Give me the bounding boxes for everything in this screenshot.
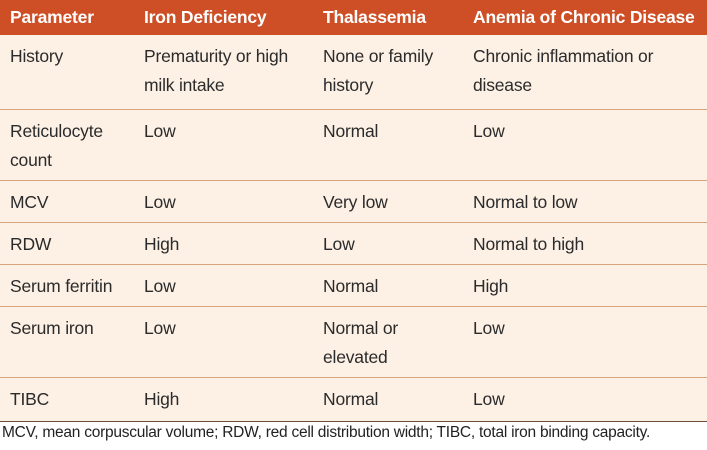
- table-cell: MCV: [0, 180, 134, 223]
- table-cell: High: [463, 264, 707, 307]
- table-cell: Low: [134, 306, 313, 378]
- table-cell: Low: [134, 109, 313, 181]
- table-cell: Normal: [313, 377, 463, 422]
- table-cell: Serum ferritin: [0, 264, 134, 307]
- table-cell: Normal to high: [463, 222, 707, 265]
- table-row: Serum ferritin Low Normal High: [0, 264, 707, 307]
- table-row: RDW High Low Normal to high: [0, 222, 707, 265]
- table-cell: Normal: [313, 109, 463, 181]
- table-cell: Chronic inflammation or disease: [463, 35, 707, 110]
- table-cell: Normal: [313, 264, 463, 307]
- table-cell: Serum iron: [0, 306, 134, 378]
- table-row: History Prematurity or high milk intake …: [0, 35, 707, 110]
- table-row: Reticulocyte count Low Normal Low: [0, 109, 707, 181]
- table-cell: TIBC: [0, 377, 134, 422]
- table-footnote: MCV, mean corpuscular volume; RDW, red c…: [2, 424, 651, 441]
- table-cell: RDW: [0, 222, 134, 265]
- table-cell: Low: [313, 222, 463, 265]
- header-iron-deficiency: Iron Deficiency: [144, 7, 267, 27]
- table-cell: History: [0, 35, 134, 110]
- table-cell: Low: [463, 109, 707, 181]
- table-cell: None or family history: [313, 35, 463, 110]
- anemia-comparison-table: Parameter Iron Deficiency Thalassemia An…: [0, 0, 707, 422]
- table-row: TIBC High Normal Low: [0, 377, 707, 422]
- table-row: Serum iron Low Normal or elevated Low: [0, 306, 707, 378]
- table-row: MCV Low Very low Normal to low: [0, 180, 707, 223]
- table-cell: Low: [463, 306, 707, 378]
- table-cell: Low: [134, 180, 313, 223]
- table-cell: Low: [134, 264, 313, 307]
- header-anemia-chronic-disease: Anemia of Chronic Disease: [473, 7, 695, 27]
- header-parameter: Parameter: [10, 7, 94, 27]
- table-cell: Normal to low: [463, 180, 707, 223]
- table-cell: High: [134, 222, 313, 265]
- table-cell: High: [134, 377, 313, 422]
- header-thalassemia: Thalassemia: [323, 7, 426, 27]
- table-cell: Reticulocyte count: [0, 109, 134, 181]
- table-cell: Low: [463, 377, 707, 422]
- table-cell: Normal or elevated: [313, 306, 463, 378]
- table-cell: Very low: [313, 180, 463, 223]
- table-cell: Prematurity or high milk intake: [134, 35, 313, 110]
- table-header-row: Parameter Iron Deficiency Thalassemia An…: [0, 0, 707, 35]
